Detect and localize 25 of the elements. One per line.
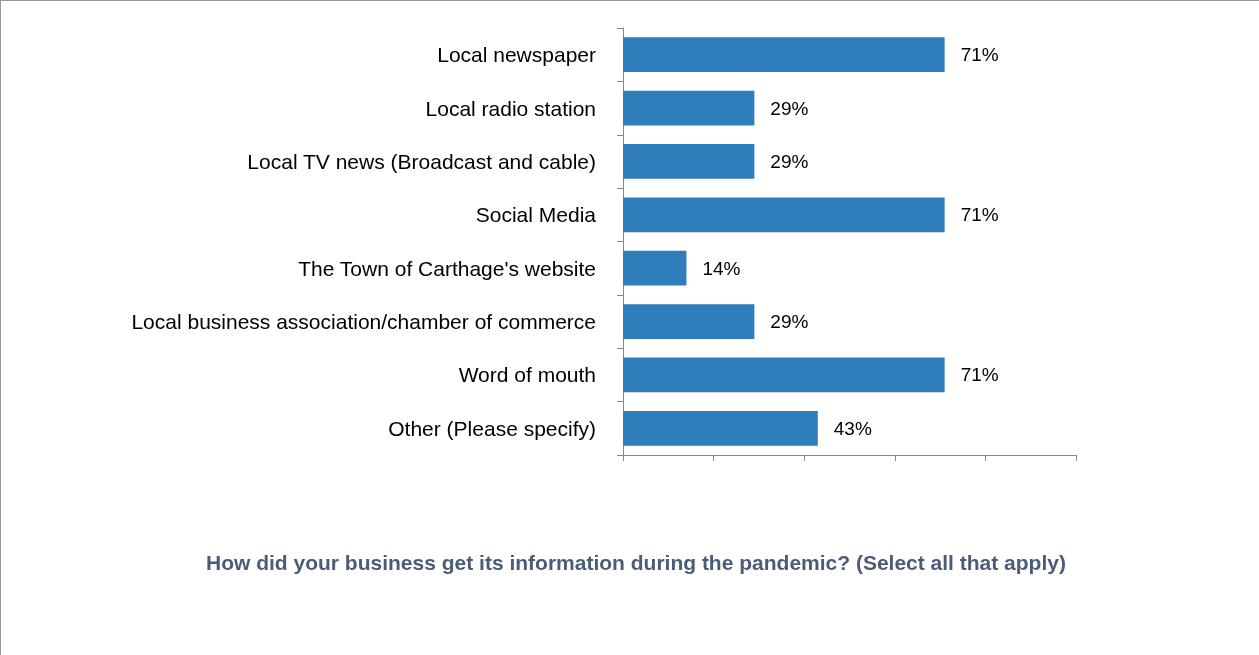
bar: [623, 250, 687, 286]
y-tick-label: Local radio station: [425, 96, 596, 120]
data-label: 29%: [770, 311, 809, 333]
y-tick-label: Social Media: [475, 203, 597, 227]
bar: [623, 90, 755, 126]
bar: [623, 357, 945, 393]
y-tick-label: Local business association/chamber of commerce: [131, 310, 596, 334]
bar: [623, 410, 818, 446]
bar: [623, 37, 945, 73]
data-label: 71%: [960, 364, 999, 386]
data-label: 29%: [770, 97, 809, 119]
bar: [623, 304, 755, 339]
y-tick-label: Local TV news (Broadcast and cable): [247, 149, 596, 173]
y-tick-label: Word of mouth: [458, 363, 596, 387]
y-tick-label: The Town of Carthage's website: [298, 256, 596, 280]
data-label: 14%: [702, 257, 741, 279]
y-tick-label: Local newspaper: [437, 43, 596, 67]
data-label: 71%: [960, 44, 999, 66]
data-label: 43%: [833, 417, 872, 439]
y-tick-label: Other (Please specify): [388, 416, 596, 440]
text: How did your business get its information during the pandemic? (Select all that apply): [206, 551, 1066, 574]
bar: [623, 197, 945, 233]
data-label: 71%: [960, 204, 999, 226]
data-label: 29%: [770, 150, 809, 172]
bar: [623, 144, 755, 179]
